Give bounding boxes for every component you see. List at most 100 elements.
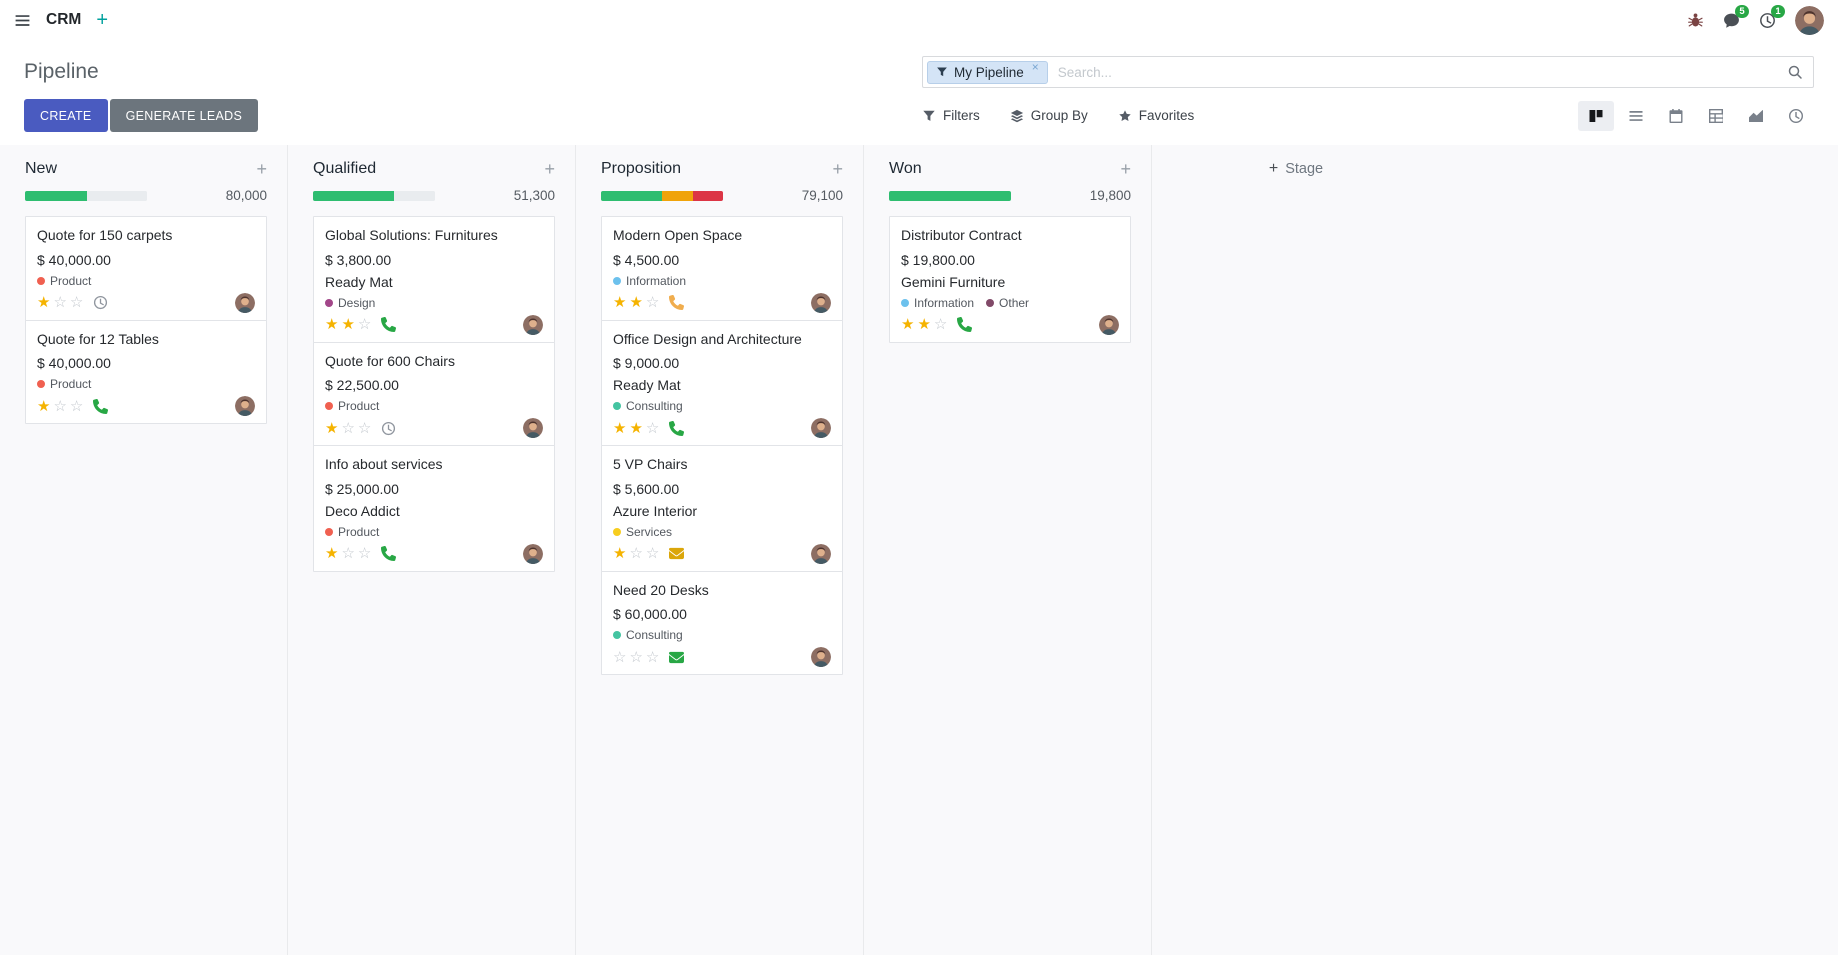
kanban-card[interactable]: Office Design and Architecture $ 9,000.00… — [601, 319, 843, 446]
view-kanban-button[interactable] — [1578, 100, 1614, 131]
apps-menu-icon[interactable] — [14, 12, 31, 29]
priority-stars[interactable]: ★ ☆ ☆ — [37, 399, 83, 414]
view-calendar-button[interactable] — [1658, 101, 1694, 131]
priority-stars[interactable]: ☆ ☆ ☆ — [613, 650, 659, 665]
priority-stars[interactable]: ★ ★ ☆ — [613, 421, 659, 436]
column-quick-create-button[interactable]: + — [832, 159, 843, 179]
activity-phone-icon[interactable] — [381, 546, 397, 561]
column-quick-create-button[interactable]: + — [1120, 159, 1131, 179]
priority-stars[interactable]: ★ ★ ☆ — [901, 317, 947, 332]
priority-star[interactable]: ★ — [37, 294, 51, 311]
progress-segment[interactable] — [313, 190, 394, 201]
priority-star[interactable]: ☆ — [645, 545, 660, 562]
priority-star[interactable]: ☆ — [645, 648, 660, 666]
debug-bug-icon[interactable] — [1687, 12, 1704, 29]
kanban-card[interactable]: Quote for 600 Chairs $ 22,500.00 Product ★ ☆… — [313, 341, 555, 446]
kanban-card[interactable]: Distributor Contract $ 19,800.00 Gemini Fu… — [889, 216, 1131, 343]
priority-star[interactable]: ★ — [629, 294, 643, 311]
priority-star[interactable]: ☆ — [629, 545, 643, 562]
view-graph-button[interactable] — [1738, 101, 1774, 131]
activity-clock-icon[interactable] — [381, 421, 396, 436]
priority-star[interactable]: ☆ — [53, 397, 67, 415]
priority-star[interactable]: ★ — [901, 316, 915, 333]
column-progressbar[interactable] — [313, 190, 435, 201]
progress-segment[interactable] — [692, 190, 723, 201]
progress-segment[interactable] — [601, 190, 662, 201]
priority-star[interactable]: ☆ — [69, 397, 84, 415]
priority-stars[interactable]: ★ ★ ☆ — [325, 317, 371, 332]
priority-star[interactable]: ★ — [325, 316, 339, 333]
priority-star[interactable]: ★ — [917, 316, 931, 333]
kanban-card[interactable]: Quote for 150 carpets $ 40,000.00 Product ★… — [25, 216, 267, 321]
priority-star[interactable]: ☆ — [933, 316, 948, 333]
priority-star[interactable]: ☆ — [629, 648, 643, 666]
activity-phone-icon[interactable] — [957, 317, 973, 332]
priority-star[interactable]: ☆ — [357, 316, 372, 333]
priority-star[interactable]: ☆ — [69, 294, 84, 311]
facet-remove-icon[interactable]: × — [1031, 60, 1039, 74]
priority-star[interactable]: ★ — [37, 397, 51, 415]
priority-star[interactable]: ☆ — [645, 294, 660, 311]
user-avatar[interactable] — [1795, 6, 1824, 35]
priority-star[interactable]: ☆ — [53, 294, 67, 311]
progress-segment[interactable] — [662, 190, 693, 201]
priority-star[interactable]: ☆ — [341, 545, 355, 562]
generate-leads-button[interactable]: GENERATE LEADS — [109, 99, 259, 132]
kanban-card[interactable]: Info about services $ 25,000.00 Deco Addic… — [313, 445, 555, 572]
favorites-button[interactable]: Favorites — [1118, 108, 1194, 123]
column-progressbar[interactable] — [889, 190, 1011, 201]
priority-stars[interactable]: ★ ☆ ☆ — [613, 546, 659, 561]
priority-star[interactable]: ★ — [325, 545, 339, 562]
priority-star[interactable]: ★ — [613, 419, 627, 437]
add-stage-button[interactable]: + Stage — [1152, 160, 1440, 178]
priority-star[interactable]: ★ — [341, 316, 355, 333]
activity-envelope-icon[interactable] — [669, 546, 685, 561]
activity-phone-icon[interactable] — [93, 398, 109, 414]
activity-phone-icon[interactable] — [669, 295, 685, 310]
activity-phone-icon[interactable] — [669, 420, 685, 436]
kanban-card[interactable]: Global Solutions: Furnitures $ 3,800.00 Re… — [313, 216, 555, 343]
progress-segment[interactable] — [25, 190, 88, 201]
view-list-button[interactable] — [1618, 101, 1654, 131]
progress-segment[interactable] — [87, 190, 147, 201]
view-activity-button[interactable] — [1778, 101, 1814, 131]
priority-stars[interactable]: ★ ★ ☆ — [613, 295, 659, 310]
kanban-card[interactable]: Modern Open Space $ 4,500.00 Information ★ ★… — [601, 216, 843, 321]
priority-star[interactable]: ☆ — [357, 545, 372, 562]
priority-star[interactable]: ☆ — [613, 648, 627, 666]
search-icon[interactable] — [1787, 64, 1803, 80]
kanban-card[interactable]: Need 20 Desks $ 60,000.00 Consulting ☆ ☆ ☆ — [601, 570, 843, 675]
priority-star[interactable]: ☆ — [341, 419, 355, 437]
priority-star[interactable]: ★ — [629, 419, 643, 437]
kanban-card[interactable]: Quote for 12 Tables $ 40,000.00 Product ★ ☆ ☆ — [25, 319, 267, 424]
add-menu-icon[interactable]: + — [96, 9, 108, 31]
search-bar[interactable]: My Pipeline × — [922, 56, 1814, 88]
search-facet[interactable]: My Pipeline × — [927, 60, 1048, 84]
messages-icon[interactable]: 5 — [1723, 4, 1749, 29]
view-pivot-button[interactable] — [1698, 101, 1734, 131]
search-input[interactable] — [1047, 64, 1787, 80]
column-progressbar[interactable] — [601, 190, 723, 201]
priority-star[interactable]: ★ — [613, 545, 627, 562]
priority-star[interactable]: ★ — [325, 419, 339, 437]
activity-clock-icon[interactable] — [93, 295, 108, 310]
activity-phone-icon[interactable] — [381, 317, 397, 332]
kanban-card[interactable]: 5 VP Chairs $ 5,600.00 Azure Interior Servi… — [601, 445, 843, 572]
priority-star[interactable]: ☆ — [357, 419, 372, 437]
column-progressbar[interactable] — [25, 190, 147, 201]
progress-segment[interactable] — [393, 190, 435, 201]
filters-button[interactable]: Filters — [922, 108, 980, 123]
priority-star[interactable]: ★ — [613, 294, 627, 311]
column-quick-create-button[interactable]: + — [256, 159, 267, 179]
priority-stars[interactable]: ★ ☆ ☆ — [325, 421, 371, 436]
activities-menu-icon[interactable]: 1 — [1759, 4, 1785, 29]
app-name[interactable]: CRM — [46, 11, 82, 28]
create-button[interactable]: CREATE — [24, 99, 108, 132]
priority-star[interactable]: ☆ — [645, 419, 660, 437]
activity-envelope-icon[interactable] — [669, 650, 685, 665]
column-quick-create-button[interactable]: + — [544, 159, 555, 179]
priority-stars[interactable]: ★ ☆ ☆ — [325, 546, 371, 561]
group-by-button[interactable]: Group By — [1010, 108, 1088, 123]
priority-stars[interactable]: ★ ☆ ☆ — [37, 295, 83, 310]
progress-segment[interactable] — [889, 190, 1011, 201]
